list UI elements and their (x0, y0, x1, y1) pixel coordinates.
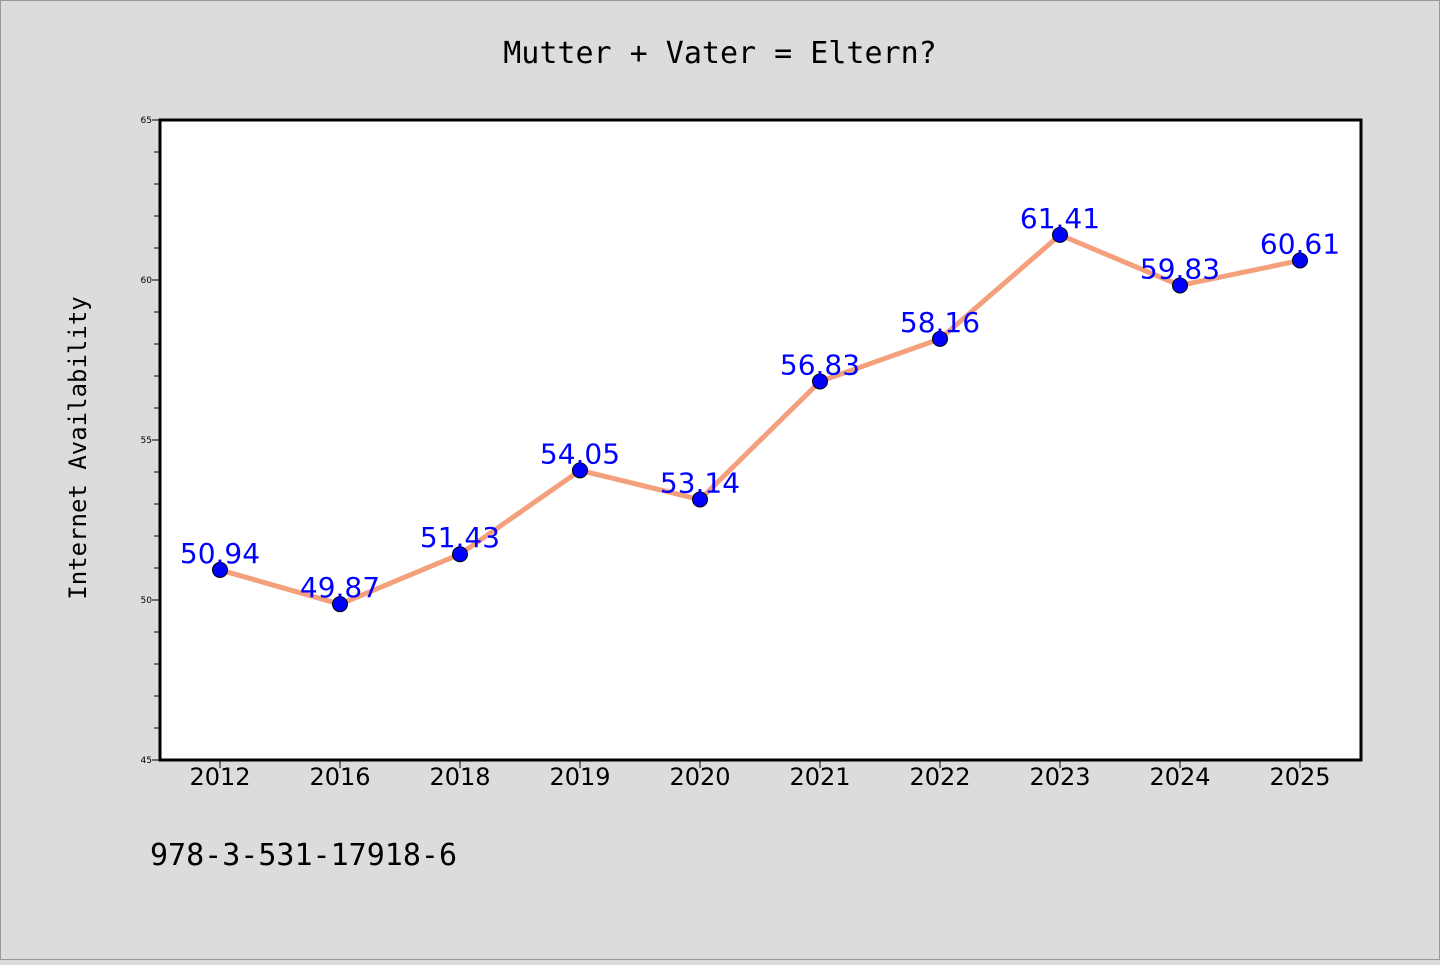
data-point (452, 546, 468, 563)
data-point (572, 462, 588, 479)
data-label: 56.83 (780, 348, 860, 381)
series-layer: 50.94 49.87 51.43 54.05 53.14 56.83 58.16 61.41… (180, 202, 1340, 613)
x-tick-label: 2012 (189, 763, 250, 791)
series-line (217, 232, 1303, 607)
x-tick-label: 2021 (789, 763, 850, 791)
data-label: 58.16 (900, 306, 980, 339)
x-tick-label: 2025 (1269, 763, 1330, 791)
data-label: 49.87 (300, 571, 380, 604)
data-label: 50.94 (180, 537, 260, 570)
data-label: 51.43 (420, 521, 500, 554)
y-axis-label: Internet Availability (64, 296, 92, 599)
chart-title: Mutter + Vater = Eltern? (503, 36, 936, 71)
y-tick-label: 65 (141, 116, 152, 126)
data-label: 61.41 (1020, 202, 1100, 235)
x-tick-label: 2022 (909, 763, 970, 791)
y-tick-label: 55 (141, 436, 152, 446)
data-point (1172, 277, 1188, 294)
x-tick-label: 2020 (669, 763, 730, 791)
x-tick-label: 2023 (1029, 763, 1090, 791)
data-label: 54.05 (540, 437, 620, 470)
footer-isbn: 978-3-531-17918-6 (150, 838, 457, 873)
data-label: 53.14 (660, 467, 740, 500)
y-tick-label: 45 (141, 756, 152, 766)
y-axis-ticks: 45 50 55 60 65 (141, 116, 160, 766)
data-point (1292, 252, 1308, 269)
data-label: 60.61 (1260, 227, 1340, 260)
y-tick-label: 60 (141, 276, 153, 286)
data-point (812, 373, 828, 390)
x-tick-label: 2019 (549, 763, 610, 791)
data-point (932, 330, 948, 347)
data-point (212, 561, 228, 578)
y-tick-label: 50 (141, 596, 153, 606)
x-tick-label: 2024 (1149, 763, 1210, 791)
x-tick-label: 2016 (309, 763, 370, 791)
data-point (692, 491, 708, 508)
data-label: 59.83 (1140, 252, 1220, 285)
x-axis-ticks: 2012 2016 2018 2019 2020 2021 2022 2023 2024 2025 (189, 760, 1331, 791)
data-point (332, 596, 348, 613)
x-tick-label: 2018 (429, 763, 490, 791)
data-point (1052, 226, 1068, 243)
